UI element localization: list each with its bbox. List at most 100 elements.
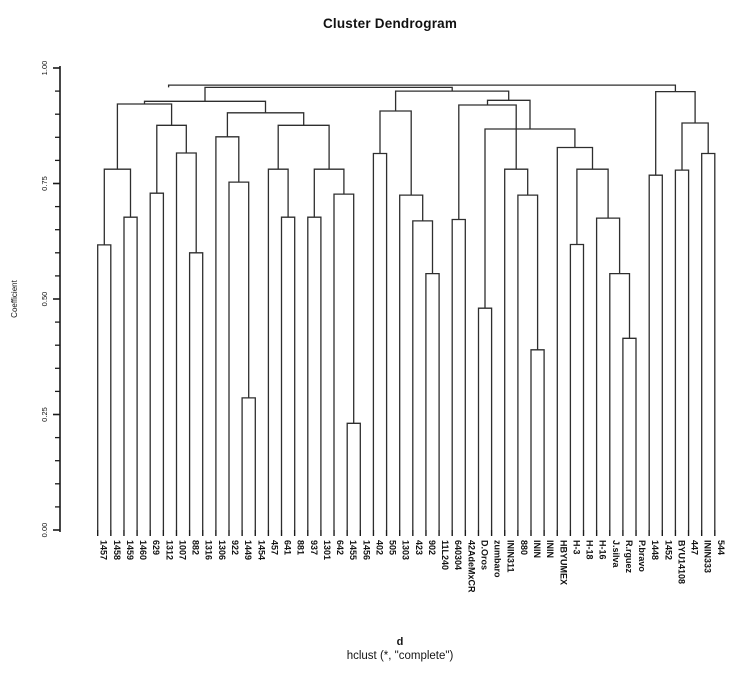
leaf-label: 1455 bbox=[348, 540, 358, 560]
chart-title: Cluster Dendrogram bbox=[322, 16, 458, 31]
y-axis-tick-label: 0.75 bbox=[40, 176, 49, 191]
merge-link bbox=[595, 217, 621, 530]
merge-link bbox=[307, 216, 322, 530]
merge-link bbox=[188, 252, 204, 530]
y-axis-tick-label: 0.25 bbox=[40, 407, 49, 422]
leaf-label: ININ bbox=[545, 540, 555, 558]
merge-link bbox=[277, 124, 330, 170]
merge-link bbox=[609, 272, 631, 530]
leaf-label: 1459 bbox=[125, 540, 135, 560]
merge-link bbox=[504, 168, 529, 530]
merge-link bbox=[372, 152, 388, 530]
leaf-label: 1449 bbox=[243, 540, 253, 560]
leaf-label: 1316 bbox=[204, 540, 214, 560]
leaf-label: ININ bbox=[532, 540, 542, 558]
leaf-label: 42AdeMxCR bbox=[466, 540, 476, 593]
merge-link bbox=[517, 194, 539, 530]
merge-link bbox=[425, 272, 440, 530]
leaf-label: R.rguez bbox=[624, 540, 634, 574]
merge-link bbox=[267, 168, 289, 530]
leaf-label: 629 bbox=[151, 540, 161, 555]
leaf-label: BYU14108 bbox=[676, 540, 686, 584]
merge-link bbox=[674, 169, 690, 530]
merge-link bbox=[556, 146, 594, 530]
merge-link bbox=[204, 86, 453, 102]
merge-link bbox=[346, 422, 361, 530]
leaf-label: 1301 bbox=[322, 540, 332, 560]
merge-link bbox=[681, 122, 709, 171]
leaf-label: 1457 bbox=[99, 540, 109, 560]
leaf-label: 1458 bbox=[112, 540, 122, 560]
y-axis-tick-label: 1.00 bbox=[40, 61, 49, 76]
merge-link bbox=[576, 168, 609, 245]
leaf-label: 902 bbox=[427, 540, 437, 555]
merge-link bbox=[451, 218, 466, 530]
merge-link bbox=[655, 90, 696, 176]
merge-link bbox=[123, 216, 138, 530]
merge-link bbox=[143, 100, 267, 113]
leaf-label: 922 bbox=[230, 540, 240, 555]
leaf-label: 1456 bbox=[361, 540, 371, 560]
merge-link bbox=[97, 244, 112, 530]
leaf-label: 1303 bbox=[401, 540, 411, 560]
merge-link bbox=[622, 337, 637, 530]
merge-link bbox=[530, 349, 545, 530]
merge-link bbox=[394, 90, 510, 111]
merge-link bbox=[399, 194, 424, 530]
merge-link bbox=[569, 243, 585, 530]
merge-link bbox=[103, 168, 132, 245]
merge-link bbox=[412, 220, 434, 530]
leaf-label: 1312 bbox=[164, 540, 174, 560]
leaf-label: 505 bbox=[388, 540, 398, 555]
leaf-label: HBYUMEX bbox=[558, 540, 568, 585]
merge-link bbox=[116, 103, 173, 170]
merge-link bbox=[313, 168, 345, 218]
merge-link bbox=[484, 128, 576, 309]
leaf-label: P.bravo bbox=[637, 540, 647, 572]
merge-link bbox=[228, 181, 250, 530]
leaf-label: 1448 bbox=[650, 540, 660, 560]
leaf-label: 882 bbox=[191, 540, 201, 555]
leaf-label: H-3 bbox=[571, 540, 581, 555]
y-axis-tick-label: 0.50 bbox=[40, 292, 49, 307]
leaf-label: 11L240 bbox=[440, 540, 450, 570]
y-axis-title: Coefficient bbox=[10, 279, 19, 317]
leaf-label: 641 bbox=[283, 540, 293, 555]
leaf-label: H-18 bbox=[585, 540, 595, 560]
leaf-label: 544 bbox=[716, 540, 726, 555]
merge-link bbox=[241, 397, 256, 530]
merge-link bbox=[215, 136, 240, 530]
merge-link bbox=[280, 216, 296, 530]
leaf-label: 457 bbox=[269, 540, 279, 555]
leaf-label: 640304 bbox=[453, 540, 463, 570]
leaf-label: H-16 bbox=[598, 540, 608, 560]
leaf-label: 402 bbox=[374, 540, 384, 555]
leaf-label: ININ333 bbox=[703, 540, 713, 573]
leaf-label: 937 bbox=[309, 540, 319, 555]
leaf-label: 1452 bbox=[663, 540, 673, 560]
leaf-label: ININ311 bbox=[506, 540, 516, 573]
merge-link bbox=[167, 84, 677, 92]
merge-link bbox=[156, 124, 187, 194]
leaf-label: zumbaro bbox=[493, 540, 503, 578]
merge-link bbox=[477, 307, 493, 530]
merge-link bbox=[701, 152, 716, 530]
leaf-label: J.silva bbox=[611, 540, 621, 569]
method-caption: hclust (*, "complete") bbox=[346, 650, 454, 662]
merge-link bbox=[333, 193, 355, 530]
leaf-label: 642 bbox=[335, 540, 345, 555]
y-axis-tick-label: 0.00 bbox=[40, 523, 49, 538]
leaf-label: 447 bbox=[690, 540, 700, 555]
merge-link bbox=[175, 152, 197, 530]
leaf-label: 1460 bbox=[138, 540, 148, 560]
leaf-label: 1454 bbox=[256, 540, 266, 560]
leaf-label: 1007 bbox=[177, 540, 187, 560]
merge-link bbox=[149, 192, 165, 530]
leaf-label: 423 bbox=[414, 540, 424, 555]
x-axis-label-d: d bbox=[396, 636, 404, 648]
merge-link bbox=[648, 174, 663, 530]
merge-link bbox=[458, 104, 517, 220]
leaf-label: D.Oros bbox=[479, 540, 489, 570]
